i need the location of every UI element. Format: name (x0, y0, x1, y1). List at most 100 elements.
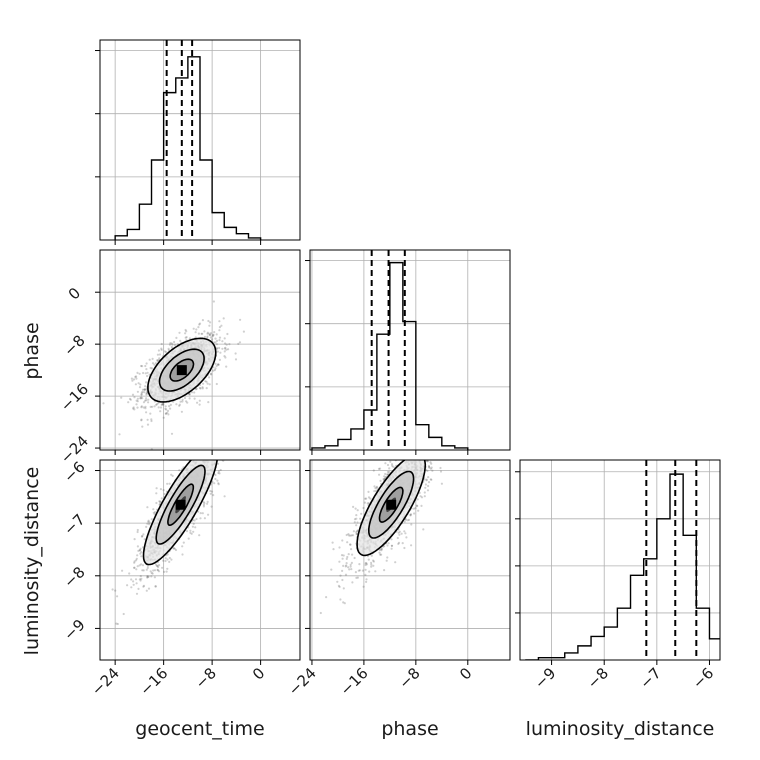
scatter-point (173, 343, 177, 347)
scatter-point (159, 406, 163, 409)
scatter-point (217, 363, 220, 366)
scatter-point (364, 497, 367, 500)
scatter-point (440, 482, 443, 485)
scatter-point (224, 409, 226, 411)
scatter-point (152, 569, 155, 572)
scatter-point (138, 386, 142, 389)
scatter-point (441, 454, 443, 456)
scatter-point (388, 467, 391, 470)
scatter-point (147, 575, 150, 578)
scatter-point (188, 337, 191, 340)
scatter-point (148, 521, 151, 524)
scatter-point (192, 456, 194, 458)
scatter-point (209, 333, 212, 336)
scatter-point (202, 451, 204, 453)
scatter-point (138, 549, 141, 552)
hist-frame-phase (309, 249, 511, 451)
scatter-point (140, 393, 143, 396)
scatter-point (158, 353, 161, 356)
scatter-point (206, 502, 209, 505)
scatter-point (140, 419, 143, 422)
scatter-point (319, 611, 322, 615)
scatter-point (199, 453, 201, 455)
scatter-point (345, 533, 348, 537)
scatter-point (151, 572, 154, 575)
scatter-point (370, 554, 373, 557)
scatter-point (155, 403, 158, 406)
scatter-point (198, 534, 201, 537)
scatter-point (397, 542, 400, 546)
scatter-point (155, 564, 158, 568)
scatter-point (202, 455, 204, 457)
scatter-point (412, 454, 414, 456)
scatter-point (157, 402, 160, 405)
scatter-point (354, 507, 357, 510)
scatter-point (193, 457, 195, 459)
scatter-point (165, 351, 168, 354)
scatter-point (425, 453, 427, 455)
scatter-point (142, 533, 145, 536)
scatter-point (142, 401, 146, 404)
scatter-point (206, 452, 208, 454)
scatter-point (212, 333, 215, 336)
y-tick-label-c1-2: −7 (60, 510, 88, 538)
scatter-point (201, 454, 203, 456)
scatter-point (192, 327, 195, 330)
scatter-point (169, 342, 172, 345)
scatter-point (157, 570, 161, 573)
scatter-point (146, 423, 150, 426)
scatter-point (418, 453, 420, 455)
scatter-point (145, 589, 148, 592)
scatter-point (218, 472, 221, 475)
scatter-point (232, 445, 234, 447)
hist-bar-2-3 (565, 653, 578, 660)
scatter-point (191, 525, 194, 528)
scatter-point (148, 523, 151, 526)
scatter-point (145, 397, 148, 400)
scatter-point (339, 598, 342, 601)
scatter-point (135, 592, 139, 595)
scatter-point (144, 385, 147, 388)
scatter-point (133, 566, 136, 569)
scatter-point (370, 563, 373, 566)
hist-step-luminosity_distance (525, 473, 720, 660)
scatter-point (192, 444, 194, 446)
scatter-point (225, 343, 228, 346)
scatter-point (207, 319, 210, 323)
scatter-point (193, 397, 196, 400)
scatter-point (146, 374, 149, 378)
scatter-point (184, 328, 187, 332)
scatter-point (356, 521, 359, 524)
scatter-point (195, 517, 198, 521)
y-tick-label-c0-2: −8 (60, 331, 88, 359)
scatter-point (364, 563, 367, 567)
scatter-point (355, 576, 358, 580)
scatter-point (193, 519, 196, 522)
scatter-point (418, 453, 420, 455)
scatter-point (166, 411, 169, 414)
scatter-panel-geocent_time-luminosity_distance: −24 −16 −8 0−9−8−7−6 (60, 409, 300, 699)
hist-bar-2-11 (670, 474, 683, 660)
scatter-point (368, 570, 371, 573)
scatter-point (394, 561, 397, 564)
scatter-point (159, 500, 162, 503)
scatter-point (147, 401, 150, 404)
scatter-point (424, 483, 427, 486)
scatter-point (404, 518, 408, 521)
scatter-point (344, 573, 348, 576)
scatter-point (205, 439, 207, 441)
scatter-point (151, 362, 155, 365)
scatter-point (162, 403, 165, 406)
hist-bar-0-7 (200, 160, 212, 240)
scatter-point (420, 455, 422, 457)
scatter-point (390, 544, 394, 547)
scatter-point (203, 330, 206, 333)
scatter-point (218, 358, 221, 361)
scatter-point (189, 529, 192, 532)
scatter-point (370, 565, 373, 568)
scatter-point (202, 501, 205, 504)
scatter-point (340, 554, 344, 557)
scatter-point (416, 498, 419, 501)
scatter-point (216, 479, 219, 482)
scatter-point (341, 539, 344, 542)
